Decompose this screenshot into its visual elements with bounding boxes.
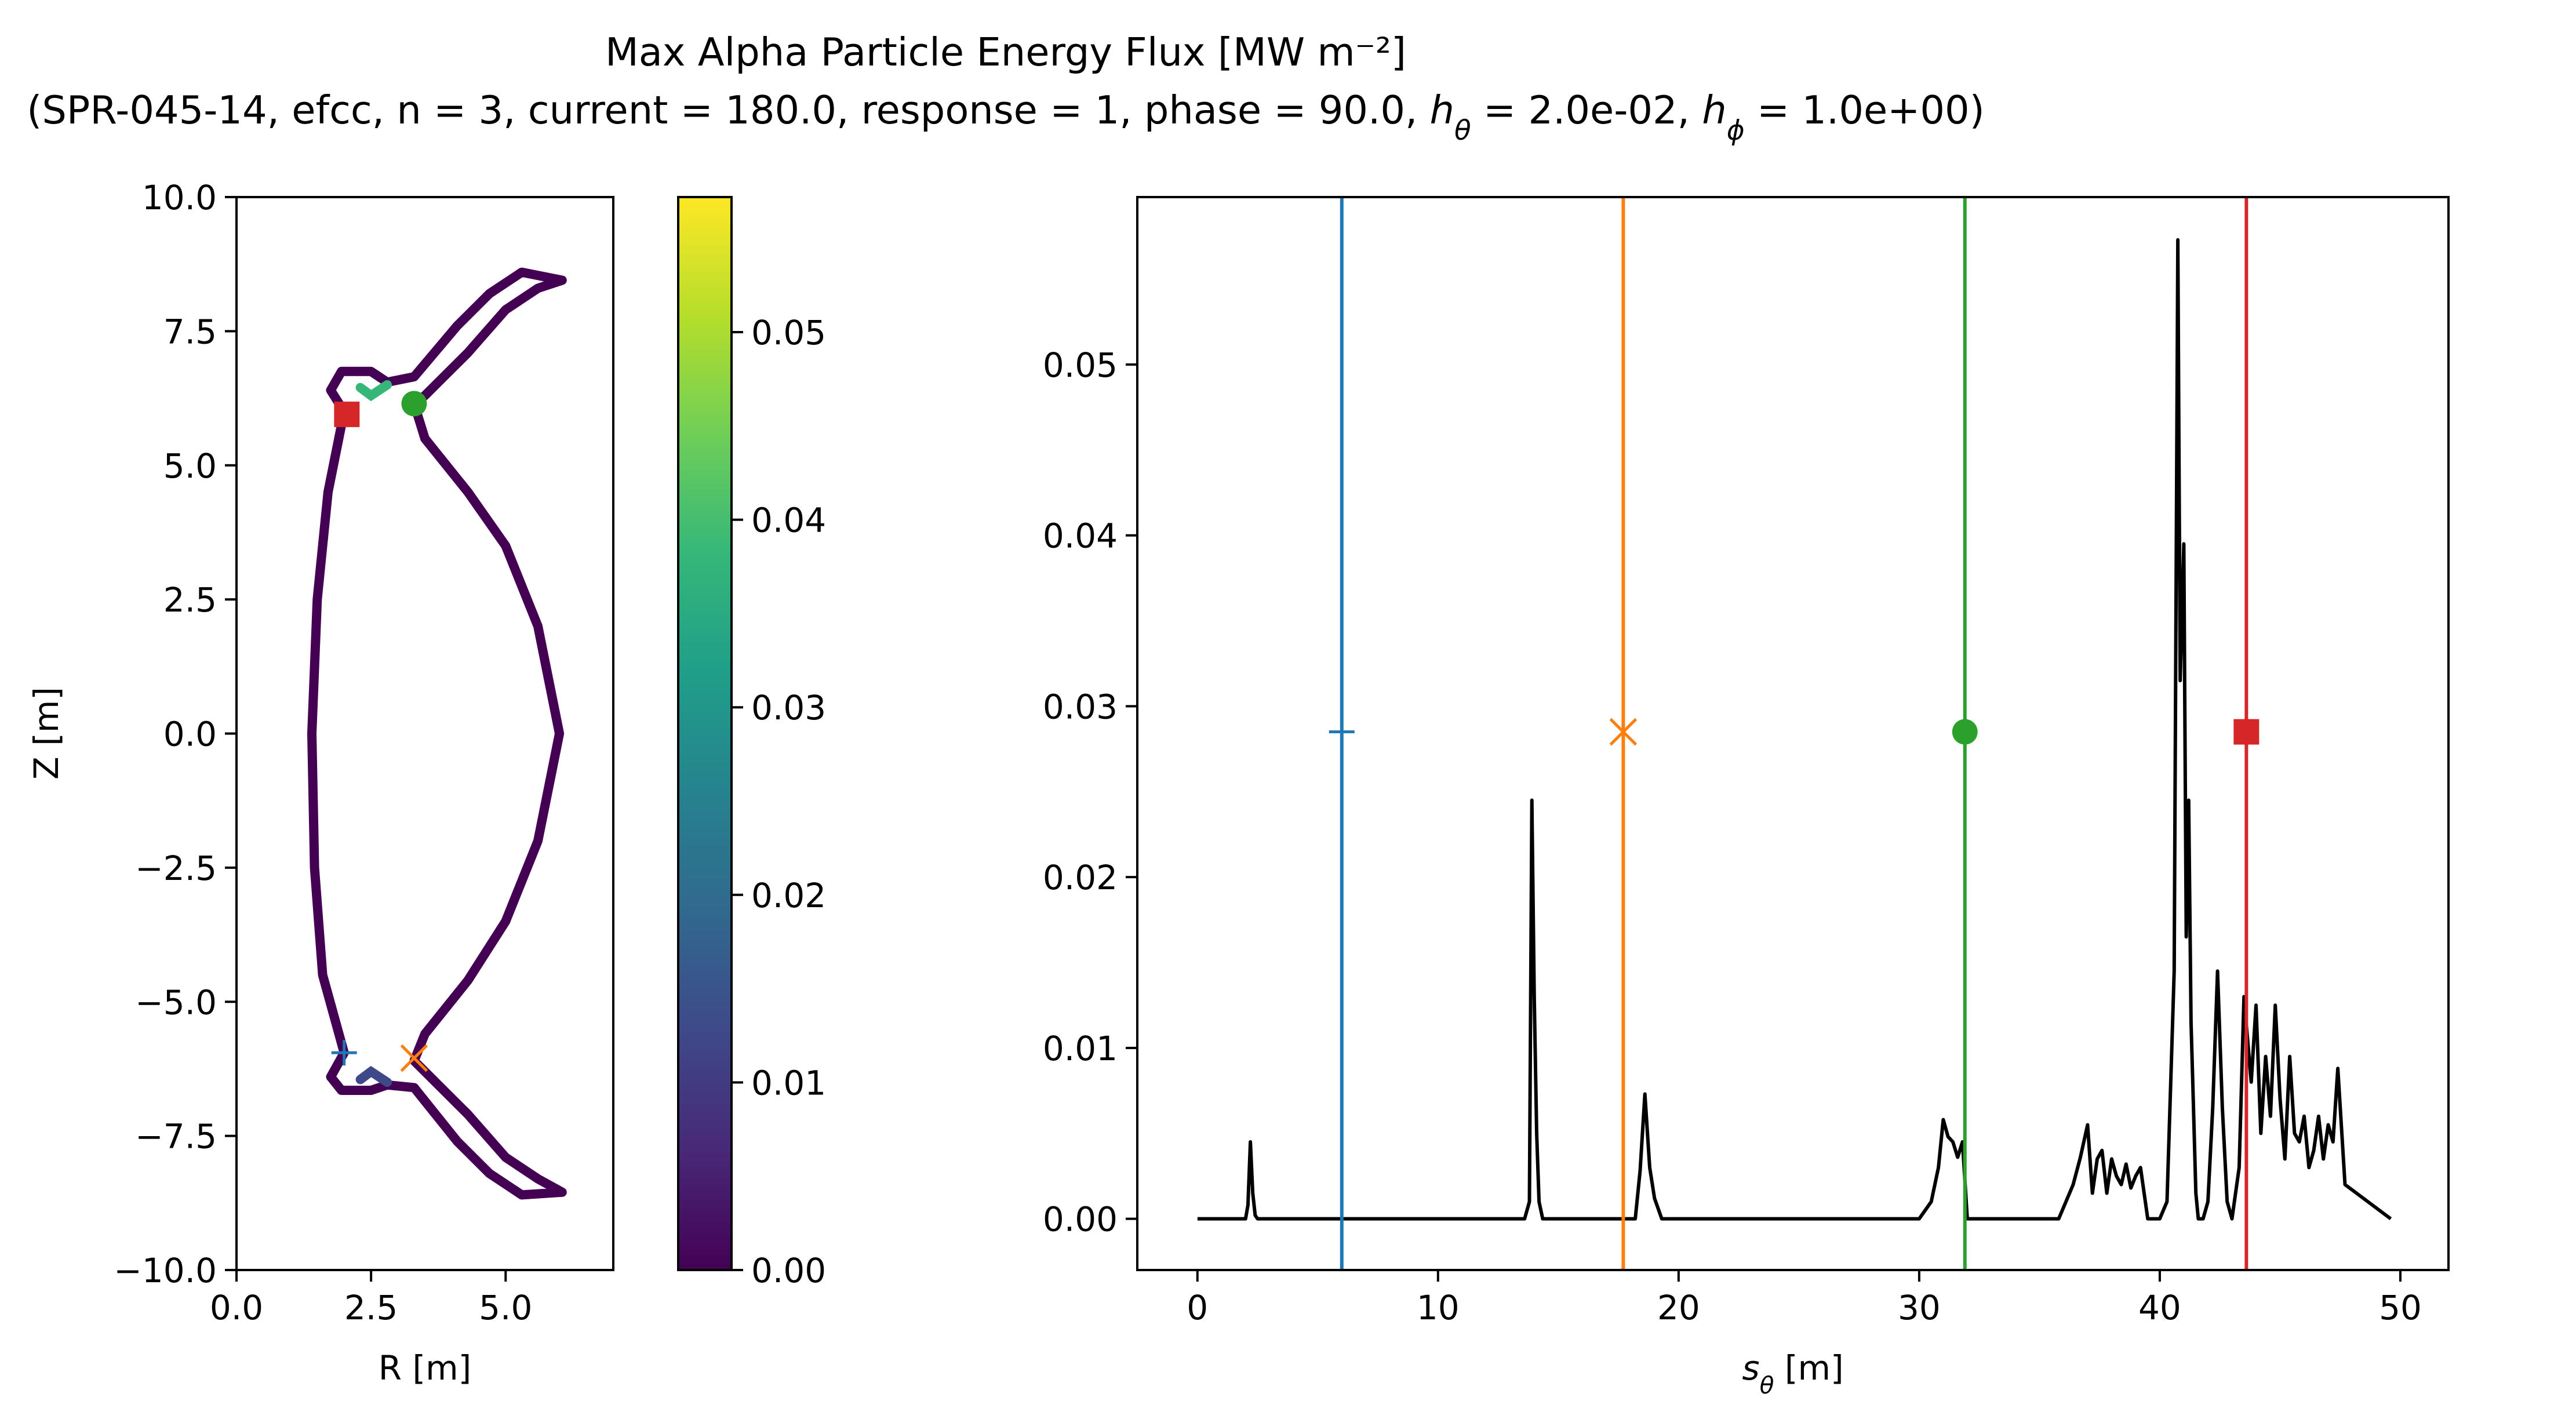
subtitle-part: = 1.0e+00) [1745, 88, 1985, 133]
y-tick-label: −5.0 [135, 983, 217, 1022]
cross-section-x-ticks: 0.0 2.5 5.0 [210, 1270, 532, 1327]
colorbar-tick-label: 0.00 [751, 1251, 826, 1290]
circle-marker [401, 391, 427, 417]
x-tick-label: 0.0 [210, 1288, 263, 1327]
wall-outline [307, 267, 567, 1200]
subtitle-part: = 2.0e-02, [1471, 88, 1702, 133]
cross-section-y-ticks: −10.0 −7.5 −5.0 −2.5 0.0 2.5 5.0 7.5 10.0 [114, 178, 237, 1290]
x-tick-label: 2.5 [344, 1288, 398, 1327]
y-tick-label: 0.05 [1043, 345, 1118, 385]
square-marker [334, 401, 360, 427]
flux-profile-y-ticks: 0.00 0.01 0.02 0.03 0.04 0.05 [1043, 345, 1137, 1239]
colorbar-ticks: 0.00 0.01 0.02 0.03 0.04 0.05 [732, 313, 826, 1290]
wall-hotspot [355, 380, 392, 402]
y-tick-label: 10.0 [142, 178, 217, 217]
cross-section-plot-area [307, 267, 567, 1200]
subtitle-part: (SPR-045-14, efcc, n = 3, current = 180.… [27, 88, 1429, 133]
y-tick-label: 5.0 [163, 446, 217, 486]
y-tick-label: 2.5 [163, 580, 217, 620]
colorbar-tick-label: 0.02 [751, 876, 826, 915]
x-tick-label: 40 [2138, 1288, 2181, 1327]
colorbar: 0.00 0.01 0.02 0.03 0.04 0.05 [677, 196, 826, 1290]
x-tick-label: 10 [1417, 1288, 1460, 1327]
y-tick-label: 0.0 [163, 715, 217, 754]
colorbar-frame [677, 196, 733, 1271]
wall-hotspot [355, 1065, 392, 1087]
x-tick-label: 50 [2379, 1288, 2422, 1327]
cross-section-x-label: R [m] [379, 1348, 472, 1388]
y-tick-label: 0.04 [1043, 516, 1118, 556]
flux-profile-frame [1136, 196, 2450, 1271]
plus-marker [331, 1040, 357, 1066]
x-tick-label: 0 [1187, 1288, 1208, 1327]
y-tick-label: 0.00 [1043, 1200, 1118, 1239]
subtitle-part: h [1702, 88, 1726, 133]
y-tick-label: 7.5 [163, 312, 217, 351]
y-tick-label: −7.5 [135, 1117, 217, 1156]
x-tick-label: 30 [1898, 1288, 1941, 1327]
x-label-part: s [1742, 1348, 1759, 1388]
x-tick-label: 20 [1657, 1288, 1700, 1327]
x-marker [1609, 718, 1638, 746]
cross-section-panel: 0.0 2.5 5.0 −10.0 −7.5 −5.0 −2.5 0.0 2.5 5.0 7.5 1… [27, 178, 614, 1388]
subtitle-part: θ [1454, 115, 1471, 147]
colorbar-tick-label: 0.05 [751, 313, 826, 352]
colorbar-tick-label: 0.03 [751, 688, 826, 727]
chart-subtitle: (SPR-045-14, efcc, n = 3, current = 180.… [27, 88, 1984, 147]
subtitle-part: ϕ [1727, 115, 1745, 147]
y-tick-label: 0.01 [1043, 1029, 1118, 1068]
flux-profile-x-label: sθ [m] [1742, 1348, 1843, 1399]
flux-profile-x-ticks: 0 10 20 30 40 50 [1187, 1270, 2422, 1327]
circle-marker [1952, 719, 1978, 745]
colorbar-tick-label: 0.01 [751, 1063, 826, 1103]
cross-section-y-label: Z [m] [27, 687, 66, 780]
x-label-part: [m] [1774, 1348, 1843, 1388]
square-marker [2233, 719, 2260, 745]
y-tick-label: 0.03 [1043, 687, 1118, 726]
y-tick-label: −10.0 [114, 1251, 217, 1290]
plus-marker [1329, 719, 1355, 745]
x-label-part: θ [1760, 1371, 1774, 1399]
flux-profile-panel: 0 10 20 30 40 50 0.00 0.01 0.02 0.03 0.04 0.05 sθ … [1043, 196, 2450, 1399]
flux-profile-plot-area [1197, 197, 2392, 1270]
y-tick-label: 0.02 [1043, 858, 1118, 897]
y-tick-label: −2.5 [135, 849, 217, 888]
x-tick-label: 5.0 [479, 1288, 532, 1327]
x-marker [400, 1044, 428, 1072]
flux-series-line [1197, 238, 2392, 1221]
subtitle-part: h [1430, 88, 1454, 133]
colorbar-tick-label: 0.04 [751, 501, 826, 540]
colorbar-gradient [678, 197, 732, 1270]
chart-title: Max Alpha Particle Energy Flux [MW m⁻²] [605, 30, 1406, 75]
